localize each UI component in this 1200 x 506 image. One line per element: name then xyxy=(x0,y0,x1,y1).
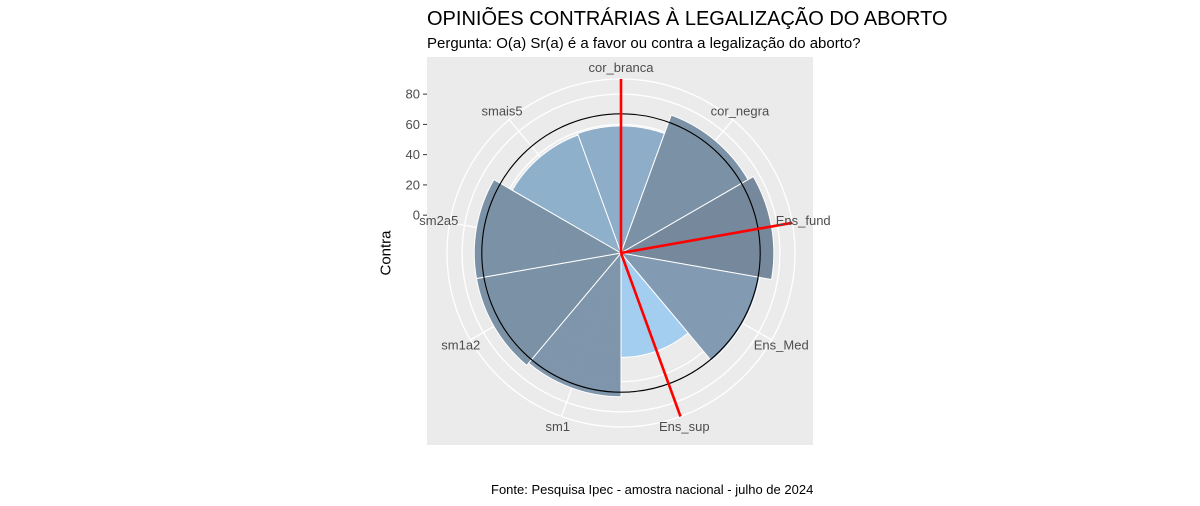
bar-smais5 xyxy=(511,134,622,255)
y-tick-label: 40 xyxy=(406,147,420,162)
chart-title: OPINIÕES CONTRÁRIAS À LEGALIZAÇÃO DO ABO… xyxy=(427,8,948,30)
needle-Ens_sup xyxy=(619,252,682,417)
y-tick-label: 60 xyxy=(406,117,420,132)
y-tick-label: 20 xyxy=(406,177,420,192)
bar-sm1 xyxy=(527,251,622,398)
y-tick-label: 0 xyxy=(413,208,420,223)
category-label: cor_negra xyxy=(711,103,770,118)
category-label: sm1a2 xyxy=(441,338,480,353)
category-label: sm2a5 xyxy=(419,213,458,228)
category-label: Ens_Med xyxy=(754,338,809,353)
needle-Ens_fund xyxy=(620,221,793,255)
chart-caption: Fonte: Pesquisa Ipec - amostra nacional … xyxy=(491,482,814,497)
category-label: smais5 xyxy=(481,103,522,118)
bar-sm2a5 xyxy=(473,178,623,280)
category-label: sm1 xyxy=(545,419,570,434)
bar-sm1a2 xyxy=(475,252,623,367)
bar-cor_negra xyxy=(620,114,749,255)
category-label: Ens_fund xyxy=(776,213,831,228)
chart-subtitle: Pergunta: O(a) Sr(a) é a favor ou contra… xyxy=(427,35,861,52)
category-label: cor_branca xyxy=(588,60,654,75)
bar-Ens_Med xyxy=(619,252,761,362)
category-label: Ens_sup xyxy=(659,419,710,434)
y-tick-label: 80 xyxy=(406,87,420,102)
